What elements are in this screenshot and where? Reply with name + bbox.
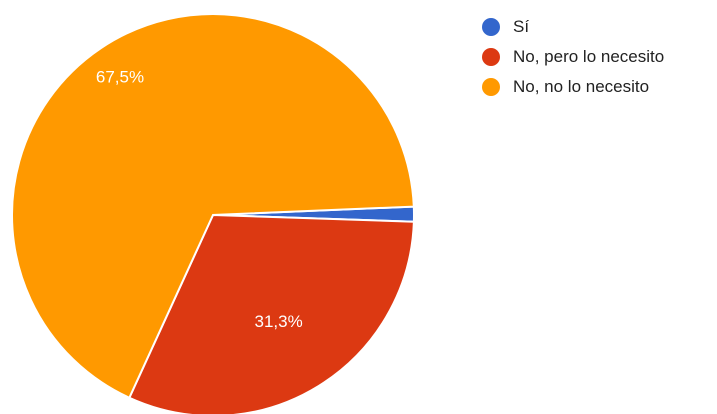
legend-item-si[interactable]: Sí	[482, 12, 664, 42]
legend: Sí No, pero lo necesito No, no lo necesi…	[482, 12, 664, 102]
pie-slice-no-no-lo-necesito[interactable]	[11, 13, 415, 400]
legend-item-no-pero-lo-necesito[interactable]: No, pero lo necesito	[482, 42, 664, 72]
pie-slice-no-pero-lo-necesito[interactable]	[128, 213, 415, 414]
pie-label-no-pero-lo-necesito: 31,3%	[254, 312, 302, 331]
pie-label-no-no-lo-necesito: 67,5%	[96, 68, 144, 87]
legend-item-no-no-lo-necesito[interactable]: No, no lo necesito	[482, 72, 664, 102]
legend-label-si: Sí	[513, 17, 530, 36]
pie-slices	[11, 13, 415, 414]
legend-label-no-pero-lo-necesito: No, pero lo necesito	[513, 47, 665, 66]
pie-data-labels: 31,3% 67,5%	[96, 68, 303, 332]
legend-label-no-no-lo-necesito: No, no lo necesito	[513, 77, 650, 96]
legend-swatch-no-no-lo-necesito	[482, 78, 500, 96]
legend-swatch-si	[482, 18, 500, 36]
legend-swatch-no-pero-lo-necesito	[482, 48, 500, 66]
